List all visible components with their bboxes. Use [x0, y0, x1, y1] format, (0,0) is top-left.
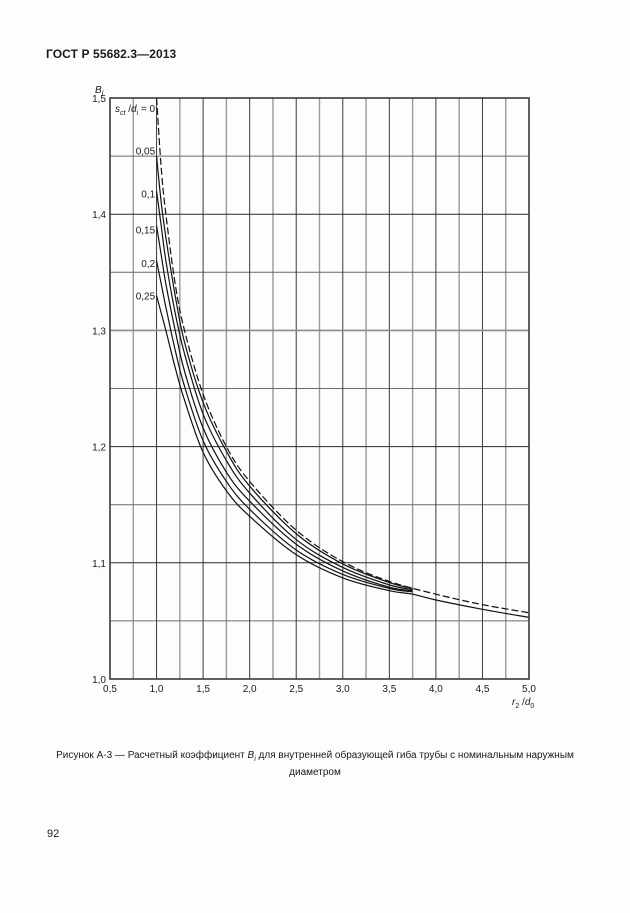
series-line-0-1: [155, 190, 413, 591]
series-line-0: [155, 97, 530, 614]
x-tick-label: 2,0: [243, 684, 257, 695]
x-tick-label: 3,0: [336, 684, 350, 695]
series-line-0-25: [155, 295, 530, 619]
chart-curve-labels: 0,05 0,1 0,15 0,2 0,25: [136, 146, 156, 302]
chart-grid: [109, 97, 530, 680]
x-tick-label: 2,5: [289, 684, 303, 695]
figure-caption: Рисунок А-3 — Расчетный коэффициент Bi д…: [56, 750, 574, 778]
y-tick-label: 1,2: [92, 443, 106, 454]
curve-label: 0,25: [136, 292, 156, 303]
y-tick-label: 1,1: [92, 559, 106, 570]
curve-label: 0,2: [141, 259, 155, 270]
x-tick-label: 4,0: [429, 684, 443, 695]
x-tick-label: 4,5: [475, 684, 489, 695]
chart-axis-ticks: 0,5 1,0 1,5 2,0 2,5 3,0 3,5 4,0 4,5 5,01,01,11,21…: [92, 94, 536, 695]
plot-frame: [109, 97, 530, 680]
x-tick-label: 5,0: [522, 684, 536, 695]
chart-series: [155, 97, 530, 619]
y-tick-label: 1,4: [92, 210, 106, 221]
y-axis-label: Bi: [95, 85, 104, 98]
x-tick-label: 1,5: [196, 684, 210, 695]
x-tick-label: 3,5: [382, 684, 396, 695]
y-tick-label: 1,0: [92, 675, 106, 686]
y-tick-label: 1,3: [92, 326, 106, 337]
x-tick-label: 0,5: [103, 684, 117, 695]
series-line-0-05: [155, 156, 413, 589]
page-number: 92: [47, 828, 60, 840]
curve-label: 0,05: [136, 146, 156, 157]
y-tick-label: 1,5: [92, 94, 106, 105]
curve-label: 0,15: [136, 225, 156, 236]
series-line-0-2: [155, 260, 413, 593]
curve-label: 0,1: [141, 189, 155, 200]
x-tick-label: 1,0: [150, 684, 164, 695]
x-axis-label: r2 /d0: [512, 697, 534, 710]
series-line-0-15: [155, 225, 413, 592]
document-header: ГОСТ Р 55682.3—2013: [46, 47, 177, 61]
legend-title: sct /di = 0: [115, 104, 156, 117]
